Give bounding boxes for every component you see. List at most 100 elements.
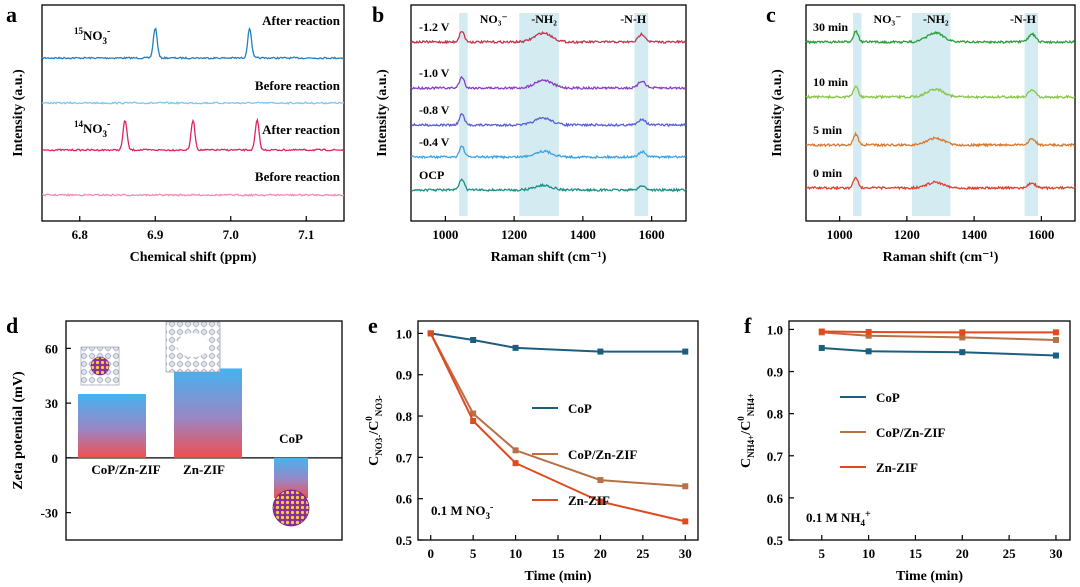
data-point-e-0 [597,348,604,355]
data-point-e-2 [512,460,519,467]
data-point-f-1 [959,334,966,341]
x-tick-label-f: 15 [909,546,923,561]
band-label-c-2: -N-H [1010,12,1037,26]
x-tick-label-b: 1600 [639,227,665,242]
nmr-trace-1 [41,101,344,105]
y-tick-label-f: 0.6 [767,491,784,506]
zn-zif-cavity-icon [177,333,209,357]
zeta-bar-0 [78,394,146,458]
data-point-f-2 [818,328,825,335]
x-axis-title-e: Time (min) [524,569,591,584]
x-tick-label-e: 5 [470,546,477,561]
plot-frame-a [41,4,345,222]
y-tick-label-d: 0 [52,451,59,466]
series-line-f-0 [821,347,1057,357]
data-point-e-2 [470,417,477,424]
x-tick-label-e: 25 [636,546,650,561]
series-label-c-0: 30 min [813,20,848,34]
series-label-c-3: 0 min [813,166,842,180]
legend-label-e-2: Zn-ZIF [568,493,610,508]
y-tick-label-f: 0.9 [767,365,784,380]
x-tick-label-e: 30 [679,546,692,561]
cop-core-icon [90,356,110,376]
y-axis-title-b: Intensity (a.u.) [375,69,390,157]
y-tick-label-d: -30 [41,506,58,521]
y-axis-title-e: CNO3-/C0NO3- [364,395,384,466]
y-tick-label-f: 1.0 [767,322,783,337]
legend-label-f-2: Zn-ZIF [876,460,918,475]
x-axis-title-b: Raman shift (cm⁻¹) [491,250,607,265]
category-label-d-0: CoP/Zn-ZIF [91,462,160,477]
x-tick-label-c: 1200 [894,227,920,242]
category-label-d-1: Zn-ZIF [183,462,225,477]
raman-trace-b-3 [411,145,687,160]
cop-particle-icon [272,489,310,527]
zeta-bar-1 [174,368,242,458]
band-label-c-1: -NH₂ [923,12,949,26]
x-tick-label-a: 6.9 [147,227,164,242]
data-point-f-1 [865,332,872,339]
y-tick-label-e: 0.6 [396,492,413,507]
panel-letter-a: a [6,2,17,27]
plot-frame-f [788,320,1071,541]
data-point-e-1 [512,447,519,454]
band-b-2 [634,13,649,216]
panel-letter-b: b [372,2,384,27]
raman-trace-b-4 [410,178,687,193]
raman-trace-b-1 [410,75,687,91]
x-tick-label-f: 5 [819,546,826,561]
plot-frame-d [65,320,343,541]
nmr-trace-3 [41,193,345,197]
band-c-1 [911,13,951,216]
y-tick-label-f: 0.7 [767,449,784,464]
nmr-trace-0 [41,26,345,60]
x-axis-title-f: Time (min) [896,569,963,584]
data-point-f-2 [959,329,966,336]
y-tick-label-f: 0.8 [767,407,784,422]
band-b-1 [519,13,559,216]
band-c-0 [853,13,862,216]
data-point-e-1 [597,477,604,484]
series-line-f-1 [821,331,1057,341]
sample-label-a-2: 14NO3- [74,119,110,139]
plot-frame-c [805,4,1076,222]
y-tick-label-d: 30 [45,396,58,411]
x-tick-label-a: 6.8 [72,227,89,242]
y-tick-label-e: 0.8 [396,409,413,424]
legend-label-f-1: CoP/Zn-ZIF [876,425,945,440]
series-label-c-1: 10 min [813,75,848,89]
data-point-f-2 [865,328,872,335]
y-tick-label-e: 0.7 [396,450,413,465]
series-line-e-0 [430,332,686,353]
legend-label-f-0: CoP [876,390,900,405]
band-label-b-1: -NH₂ [531,12,557,26]
plot-frame-b [410,4,687,222]
series-label-b-3: -0.4 V [419,135,450,149]
x-tick-label-e: 10 [509,546,522,561]
legend-label-e-0: CoP [568,401,592,416]
raman-trace-b-2 [410,113,687,128]
series-label-a-0: After reaction [262,13,341,28]
series-label-b-0: -1.2 V [419,20,450,34]
raman-trace-c-2 [805,131,1076,148]
y-tick-label-e: 1.0 [396,326,412,341]
annotation-e: 0.1 M NO3- [431,502,493,521]
series-label-b-1: -1.0 V [419,66,450,80]
raman-trace-c-3 [805,176,1076,191]
series-label-a-2: After reaction [262,122,341,137]
annotation-f: 0.1 M NH4+ [806,509,871,528]
series-label-a-1: Before reaction [255,78,341,93]
series-label-a-3: Before reaction [255,169,341,184]
nmr-trace-2 [41,117,345,152]
x-tick-label-f: 30 [1049,546,1062,561]
x-axis-title-a: Chemical shift (ppm) [130,250,257,265]
x-tick-label-e: 20 [594,546,607,561]
category-label-d-2: CoP [279,431,303,446]
x-tick-label-e: 0 [427,546,434,561]
raman-trace-c-0 [805,29,1076,45]
data-point-e-0 [470,337,477,344]
series-line-f-2 [821,330,1056,334]
x-tick-label-b: 1400 [570,227,596,242]
x-tick-label-f: 10 [862,546,875,561]
